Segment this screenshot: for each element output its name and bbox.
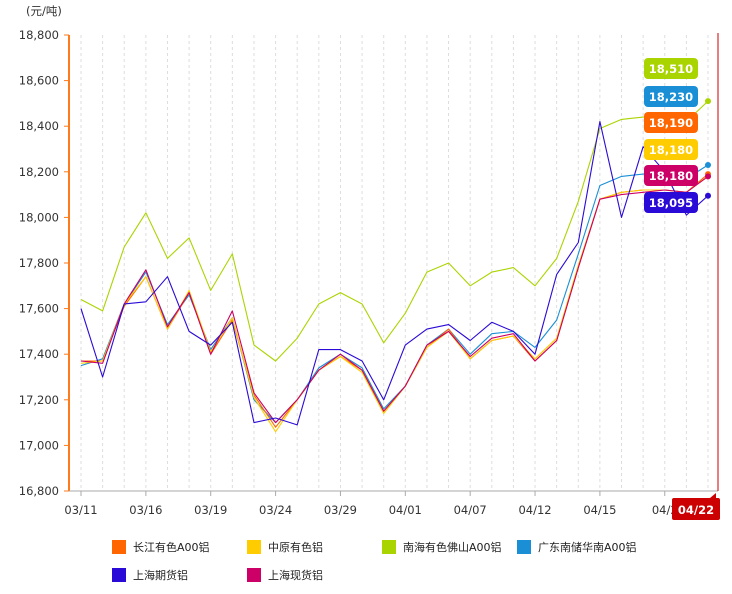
watermark-text: 搜狐号@上海铝铝 xyxy=(592,568,712,586)
x-tick-label: 03/19 xyxy=(194,503,227,517)
series-line xyxy=(80,164,709,424)
x-axis: 03/11 03/16 03/19 03/24 03/29 04/01 04/07 04/12… xyxy=(64,490,718,517)
legend-swatch xyxy=(112,568,126,582)
tooltip-label-box xyxy=(644,192,698,213)
series-lines xyxy=(80,98,711,433)
legend-swatch xyxy=(247,540,261,554)
tooltip-label-value: 18,180 xyxy=(649,169,693,183)
x-tick-label: 04/12 xyxy=(518,503,551,517)
legend-swatch xyxy=(382,540,396,554)
crosshair-date-pointer xyxy=(710,493,716,498)
legend-swatch xyxy=(112,540,126,554)
tooltip-label-value: 18,180 xyxy=(649,143,693,157)
y-axis: 16,800 17,000 17,200 17,400 17,600 17,800 18,0… xyxy=(19,28,70,498)
grid-lines xyxy=(80,35,709,491)
series-line xyxy=(80,175,709,424)
legend-label: 中原有色铝 xyxy=(268,540,323,554)
tooltip-label-value: 18,230 xyxy=(649,90,693,104)
series-end-point xyxy=(705,192,711,199)
tooltip-label-value: 18,095 xyxy=(649,196,693,210)
legend-label: 广东南储华南A00铝 xyxy=(538,540,637,554)
series-line xyxy=(80,100,709,362)
y-tick-label: 18,400 xyxy=(19,119,59,133)
legend-label: 南海有色佛山A00铝 xyxy=(403,540,502,554)
series-end-point xyxy=(705,98,711,105)
tooltip-label-box xyxy=(644,139,698,160)
legend-label: 长江有色A00铝 xyxy=(133,540,210,554)
series-end-point xyxy=(705,173,711,180)
y-tick-label: 18,000 xyxy=(19,210,59,224)
tooltip-label-value: 18,190 xyxy=(649,116,693,130)
y-tick-label: 17,000 xyxy=(19,438,59,452)
tooltip-label-value: 18,510 xyxy=(649,62,693,76)
crosshair-date-label: 04/22 xyxy=(678,503,714,517)
legend-swatch xyxy=(247,568,261,582)
y-tick-label: 18,200 xyxy=(19,165,59,179)
x-tick-label: 03/24 xyxy=(259,503,292,517)
y-tick-label: 17,800 xyxy=(19,256,59,270)
tooltip-label-box xyxy=(644,58,698,79)
series-line xyxy=(81,173,709,428)
x-tick-label: 03/11 xyxy=(64,503,97,517)
tooltip-labels: 18,510 18,230 18,190 18,180 18,180 18,095 xyxy=(644,58,698,213)
tooltip-label-box xyxy=(644,86,698,107)
x-tick-label: 04/2 xyxy=(652,503,678,517)
y-tick-label: 17,400 xyxy=(19,347,59,361)
tooltip-label-box xyxy=(644,112,698,133)
y-tick-label: 16,800 xyxy=(19,484,59,498)
x-tick-label: 04/15 xyxy=(583,503,616,517)
legend-label: 上海现货铝 xyxy=(268,568,323,582)
legend-swatch xyxy=(517,540,531,554)
crosshair: 04/22 xyxy=(672,33,720,520)
x-tick-label: 04/07 xyxy=(454,503,487,517)
y-axis-unit-label: (元/吨) xyxy=(26,4,62,18)
y-tick-label: 18,800 xyxy=(19,28,59,42)
y-tick-label: 17,200 xyxy=(19,393,59,407)
y-tick-label: 18,600 xyxy=(19,74,59,88)
crosshair-date-box xyxy=(672,498,720,520)
series-end-point xyxy=(705,161,711,168)
legend-label: 上海期货铝 xyxy=(133,568,188,582)
series-line xyxy=(80,121,709,426)
series-line xyxy=(80,175,709,433)
x-tick-label: 03/16 xyxy=(129,503,162,517)
x-tick-label: 04/01 xyxy=(389,503,422,517)
x-tick-label: 03/29 xyxy=(324,503,357,517)
y-tick-label: 17,600 xyxy=(19,302,59,316)
tooltip-label-box xyxy=(644,165,698,186)
